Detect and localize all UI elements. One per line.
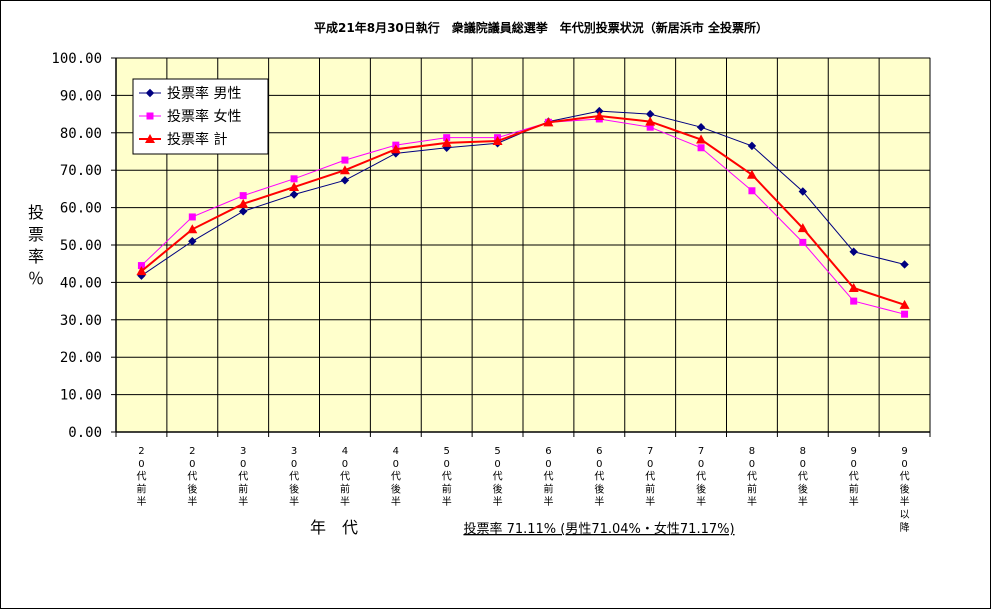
data-point: [443, 134, 451, 142]
y-tick-label: 0.00: [68, 425, 102, 441]
data-point: [145, 88, 155, 98]
y-tick-label: 10.00: [60, 388, 102, 404]
data-point: [289, 190, 299, 199]
data-point: [646, 123, 654, 131]
y-tick-label: 30.00: [60, 313, 102, 329]
y-tick-label: 50.00: [60, 238, 102, 254]
series-line: [140, 114, 905, 306]
y-axis-label: 投票率％: [28, 203, 44, 288]
data-point: [746, 169, 757, 179]
data-point: [848, 283, 859, 293]
data-point: [696, 134, 707, 144]
x-tick-label: 8 0 代後半: [798, 446, 808, 508]
data-point: [748, 187, 756, 195]
data-point: [390, 144, 401, 154]
data-point: [849, 247, 858, 256]
data-point: [899, 299, 910, 309]
legend-label: 投票率 女性: [167, 108, 241, 125]
x-tick-label: 5 0 代後半: [493, 446, 503, 508]
y-tick-label: 40.00: [60, 275, 102, 291]
y-tick-label: 60.00: [60, 201, 102, 217]
chart-title: 平成21年8月30日執行 衆議院議員総選挙 年代別投票状況（新居浜市 全投票所）: [314, 20, 768, 35]
x-tick-label: 8 0 代前半: [747, 446, 757, 508]
data-point: [798, 187, 808, 196]
x-tick-label: 7 0 代前半: [645, 446, 655, 508]
x-tick-label: 3 0 代後半: [289, 446, 299, 508]
legend-label: 投票率 男性: [167, 85, 241, 102]
data-point: [645, 116, 656, 126]
y-tick-label: 100.00: [51, 51, 102, 67]
legend-label: 投票率 計: [167, 131, 227, 148]
x-tick-label: 4 0 代前半: [340, 446, 350, 508]
y-tick-label: 80.00: [60, 126, 102, 142]
x-tick-label: 2 0 代後半: [187, 446, 197, 508]
data-point: [340, 176, 350, 185]
data-point: [188, 237, 197, 246]
data-point: [145, 134, 155, 143]
series-line: [141, 118, 905, 315]
data-point: [900, 260, 909, 269]
data-point: [799, 238, 807, 246]
data-point: [797, 223, 808, 233]
data-point: [238, 207, 248, 216]
x-tick-label: 7 0 代後半: [696, 446, 706, 508]
data-point: [747, 141, 757, 151]
y-tick-label: 70.00: [60, 163, 102, 179]
series-3: [136, 110, 910, 309]
data-point: [238, 198, 249, 208]
x-tick-label: 9 0 代前半: [849, 446, 859, 508]
data-point: [136, 266, 147, 276]
x-tick-label: 6 0 代前半: [543, 446, 553, 508]
data-point: [850, 297, 858, 305]
data-point: [239, 192, 247, 200]
data-point: [441, 137, 452, 147]
data-point: [188, 213, 196, 221]
y-axis-label-text: 投票率％: [28, 203, 44, 288]
data-point: [341, 156, 349, 164]
x-tick-label: 9 0 代後半以降: [900, 446, 910, 534]
y-tick-label: 90.00: [60, 88, 102, 104]
x-axis-label: 年 代: [310, 518, 358, 537]
data-point: [187, 224, 198, 234]
data-point: [492, 136, 503, 146]
data-point: [137, 262, 145, 270]
data-point: [697, 144, 705, 152]
axis-layer: 0.00 10.00 20.00 30.00 40.00 50.00 60.00 70.00 8…: [51, 51, 931, 534]
data-point: [339, 165, 350, 175]
x-tick-label: 4 0 代後半: [391, 446, 401, 508]
data-point: [901, 310, 909, 318]
series-layer: [136, 106, 910, 318]
data-point: [289, 182, 300, 192]
x-tick-label: 3 0 代前半: [238, 446, 248, 508]
turnout-annotation: 投票率 71.11% (男性71.04%・女性71.17%): [463, 521, 734, 537]
data-point: [543, 117, 554, 127]
data-point: [594, 110, 605, 120]
x-tick-label: 6 0 代後半: [594, 446, 604, 508]
x-tick-label: 5 0 代前半: [442, 446, 452, 508]
data-point: [290, 175, 298, 183]
y-tick-label: 20.00: [60, 350, 102, 366]
data-point: [146, 112, 154, 120]
x-tick-label: 2 0 代前半: [136, 446, 146, 508]
data-point: [696, 122, 706, 132]
